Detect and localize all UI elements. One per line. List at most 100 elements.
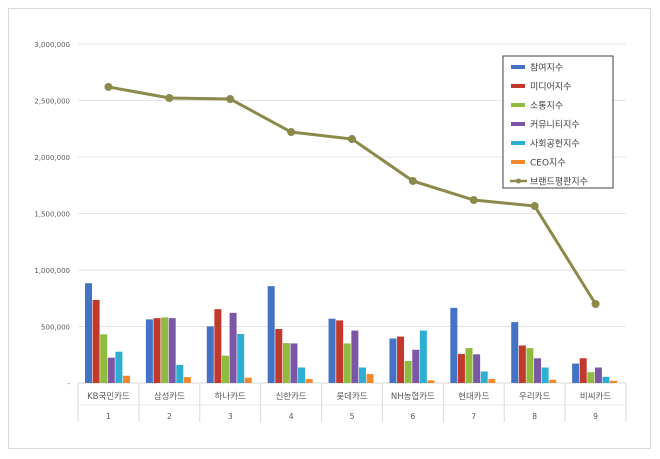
- legend-label: 사회공헌지수: [530, 139, 580, 150]
- y-tick-label: 1,500,000: [34, 211, 70, 219]
- legend-label: 브랜드평판지수: [530, 177, 588, 188]
- category-label: 우리카드: [519, 392, 550, 402]
- bar-4-KB국민카드: [107, 357, 115, 383]
- y-tick-label: 3,000,000: [34, 41, 70, 49]
- category-label: KB국민카드: [87, 391, 130, 402]
- bar-2-현대카드: [457, 353, 465, 383]
- bar-5-롯데카드: [358, 367, 366, 383]
- category-label: NH농협카드: [391, 391, 435, 402]
- bar-1-우리카드: [511, 322, 519, 383]
- bar-2-삼성카드: [153, 318, 161, 383]
- y-tick-label: -: [67, 380, 70, 388]
- bar-4-신한카드: [290, 343, 298, 383]
- bar-6-KB국민카드: [123, 375, 130, 383]
- category-number: 8: [532, 412, 537, 421]
- legend-label: CEO지수: [530, 158, 566, 169]
- line-point-롯데카드: [348, 135, 356, 144]
- category-number: 4: [289, 412, 294, 421]
- legend-swatch: [511, 103, 525, 107]
- bar-4-현대카드: [473, 354, 481, 383]
- category-number: 7: [471, 412, 476, 421]
- bar-4-하나카드: [229, 312, 237, 383]
- bar-5-비씨카드: [602, 376, 610, 383]
- bar-2-비씨카드: [579, 358, 587, 383]
- bar-5-KB국민카드: [115, 351, 123, 383]
- bar-6-롯데카드: [366, 374, 374, 383]
- bar-3-KB국민카드: [100, 334, 108, 383]
- bar-6-삼성카드: [183, 377, 191, 383]
- bar-1-롯데카드: [328, 318, 336, 383]
- bar-1-비씨카드: [572, 363, 580, 383]
- category-number: 9: [593, 412, 598, 421]
- legend-label: 소통지수: [530, 101, 563, 112]
- category-number: 2: [167, 412, 172, 421]
- category-label: 현대카드: [458, 392, 489, 402]
- legend-swatch: [511, 141, 525, 145]
- bar-1-신한카드: [267, 286, 275, 383]
- category-number: 1: [106, 412, 111, 421]
- bar-6-신한카드: [305, 379, 313, 383]
- line-point-KB국민카드: [104, 82, 113, 91]
- bar-1-삼성카드: [145, 319, 153, 383]
- bar-5-우리카드: [541, 367, 549, 383]
- legend-swatch: [511, 65, 525, 69]
- bar-2-KB국민카드: [92, 299, 100, 383]
- bar-5-신한카드: [298, 367, 306, 383]
- legend-label: 미디어지수: [530, 82, 571, 93]
- chart-frame: [8, 8, 651, 449]
- legend-swatch: [511, 160, 525, 164]
- category-number: 6: [410, 412, 415, 421]
- y-tick-label: 2,500,000: [34, 98, 70, 106]
- legend-label: 커뮤니티지수: [530, 120, 580, 131]
- legend-swatch: [511, 84, 525, 88]
- bar-6-NH농협카드: [427, 380, 435, 383]
- line-point-신한카드: [287, 128, 296, 137]
- bar-3-우리카드: [526, 348, 534, 383]
- bar-4-삼성카드: [168, 318, 176, 383]
- bar-1-NH농협카드: [389, 338, 397, 383]
- y-tick-label: 2,000,000: [34, 154, 70, 162]
- bar-3-하나카드: [221, 355, 229, 383]
- bar-2-신한카드: [275, 328, 283, 383]
- category-label: 롯데카드: [336, 392, 367, 402]
- bar-2-우리카드: [518, 345, 526, 383]
- bar-1-하나카드: [206, 326, 214, 383]
- bar-5-NH농협카드: [419, 330, 427, 383]
- bar-5-하나카드: [237, 333, 245, 383]
- legend-swatch: [511, 122, 525, 126]
- bar-3-롯데카드: [343, 343, 351, 383]
- line-point-NH농협카드: [408, 176, 417, 185]
- bar-1-KB국민카드: [85, 283, 92, 383]
- legend-marker: [516, 178, 521, 184]
- line-point-삼성카드: [165, 94, 174, 103]
- line-point-비씨카드: [591, 300, 600, 309]
- bar-4-우리카드: [534, 358, 542, 383]
- bar-3-비씨카드: [587, 372, 595, 383]
- bar-5-현대카드: [480, 371, 488, 383]
- legend-label: 참여지수: [530, 62, 563, 74]
- bar-3-삼성카드: [161, 317, 169, 383]
- category-number: 5: [350, 412, 355, 421]
- y-tick-label: 1,000,000: [34, 267, 70, 275]
- category-label: 하나카드: [215, 391, 246, 402]
- bar-2-NH농협카드: [397, 336, 405, 383]
- bar-3-신한카드: [282, 343, 290, 383]
- bar-2-하나카드: [214, 309, 222, 383]
- bar-3-현대카드: [465, 348, 473, 383]
- bar-1-현대카드: [450, 307, 458, 383]
- bar-4-롯데카드: [351, 330, 359, 383]
- line-point-현대카드: [469, 196, 478, 205]
- bar-2-롯데카드: [336, 320, 344, 383]
- line-point-하나카드: [226, 95, 235, 104]
- bar-6-비씨카드: [610, 380, 618, 383]
- category-number: 3: [228, 412, 233, 421]
- bar-6-현대카드: [488, 379, 496, 383]
- bar-6-우리카드: [549, 379, 557, 383]
- y-tick-label: 500,000: [41, 324, 70, 332]
- category-label: 삼성카드: [154, 391, 185, 402]
- category-label: 신한카드: [275, 392, 306, 402]
- line-point-우리카드: [530, 202, 539, 211]
- bar-6-하나카드: [244, 377, 252, 383]
